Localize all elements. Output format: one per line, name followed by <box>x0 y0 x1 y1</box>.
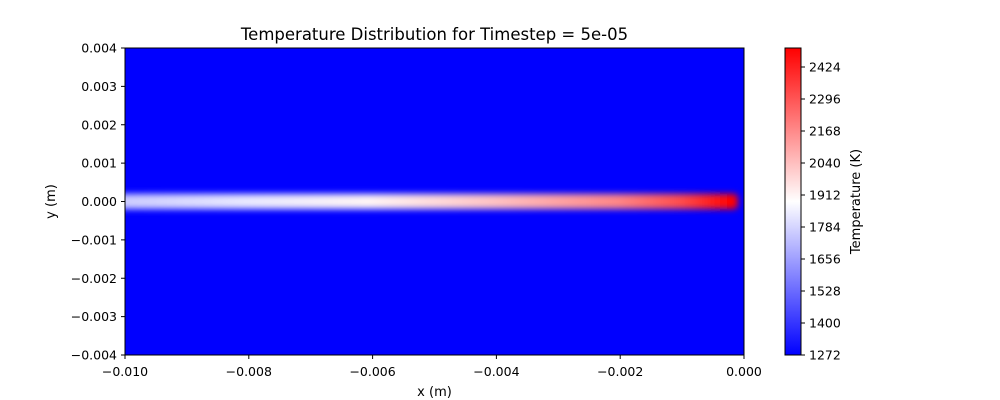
y-tick-label: −0.001 <box>71 232 117 247</box>
x-tick-label: −0.008 <box>226 364 272 379</box>
colorbar-tick-label: 1272 <box>809 348 841 363</box>
x-tick-label: −0.010 <box>102 364 148 379</box>
colorbar: 1272 1400 1528 1656 1784 1912 2040 2168 2296 2424… <box>784 47 864 363</box>
x-tick-label: −0.004 <box>473 364 519 379</box>
colorbar-tick-label: 2424 <box>809 60 841 75</box>
y-tick-label: −0.004 <box>71 348 117 363</box>
y-tick-label: −0.003 <box>71 309 117 324</box>
hot-streak-band <box>125 193 738 210</box>
chart-title: Temperature Distribution for Timestep = … <box>240 25 628 44</box>
x-axis: −0.010 −0.008 −0.006 −0.004 −0.002 0.000 <box>102 355 762 379</box>
colorbar-tick-label: 1784 <box>809 220 841 235</box>
y-tick-label: 0.000 <box>81 194 117 209</box>
x-tick-label: −0.002 <box>597 364 643 379</box>
y-tick-label: 0.004 <box>81 41 117 56</box>
colorbar-gradient <box>784 47 802 356</box>
plot-area <box>125 48 744 355</box>
hot-streak <box>125 193 738 210</box>
y-tick-label: 0.003 <box>81 79 117 94</box>
y-tick-label: 0.001 <box>81 156 117 171</box>
colorbar-ticks: 1272 1400 1528 1656 1784 1912 2040 2168 2296 2424 <box>801 60 841 363</box>
x-tick-label: 0.000 <box>726 364 762 379</box>
colorbar-tick-label: 1656 <box>809 252 841 267</box>
colorbar-tick-label: 2168 <box>809 124 841 139</box>
colorbar-label: Temperature (K) <box>849 149 864 255</box>
x-tick-label: −0.006 <box>349 364 395 379</box>
y-tick-label: −0.002 <box>71 271 117 286</box>
y-axis: −0.004 −0.003 −0.002 −0.001 0.000 0.001 0.002 0… <box>71 41 125 363</box>
colorbar-tick-label: 1912 <box>809 188 841 203</box>
colorbar-tick-label: 1400 <box>809 316 841 331</box>
y-axis-label: y (m) <box>44 184 59 219</box>
colorbar-tick-label: 1528 <box>809 284 841 299</box>
colorbar-tick-label: 2040 <box>809 156 841 171</box>
x-axis-label: x (m) <box>417 385 452 400</box>
colorbar-tick-label: 2296 <box>809 92 841 107</box>
y-tick-label: 0.002 <box>81 117 117 132</box>
